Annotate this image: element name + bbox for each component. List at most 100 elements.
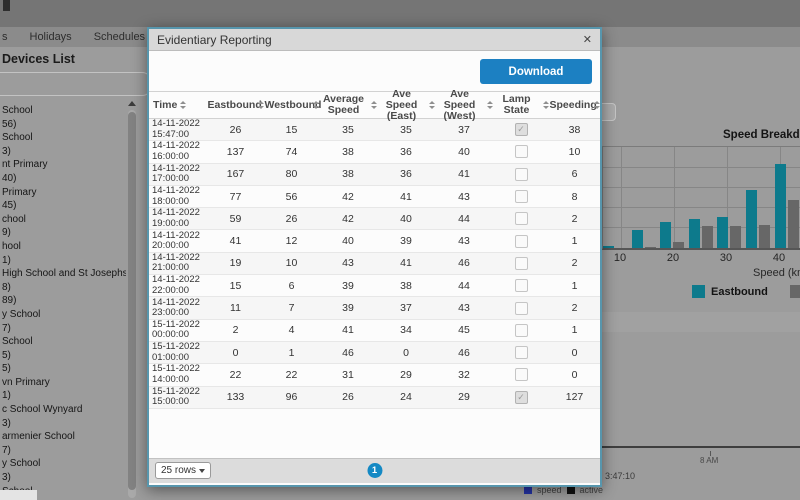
cell-avg_east: 36 <box>400 145 412 158</box>
device-list-item[interactable]: 5) <box>2 363 11 375</box>
table-row: 14-11-2022 17:00:00 167 80 38 36 41 6 <box>149 163 600 186</box>
device-list-item[interactable]: 40) <box>2 172 17 184</box>
device-list-item[interactable]: 1) <box>2 390 11 402</box>
device-list-item[interactable]: School <box>2 132 33 144</box>
device-list-item[interactable]: 7) <box>2 444 11 456</box>
lamp-state-checkbox[interactable] <box>514 212 528 226</box>
lamp-state-checkbox[interactable] <box>514 167 528 181</box>
cell-lamp-state <box>493 123 549 137</box>
cell-time: 14-11-2022 22:00:00 <box>152 274 200 296</box>
table-row: 14-11-2022 18:00:00 77 56 42 41 43 8 <box>149 186 600 209</box>
tab-devices[interactable]: s <box>2 31 8 43</box>
legend-eastbound-label: Eastbound <box>711 285 768 298</box>
table-row: 14-11-2022 21:00:00 19 10 43 41 46 2 <box>149 252 600 276</box>
device-list-item[interactable]: nt Primary <box>2 159 48 171</box>
westbound-bar <box>673 242 685 248</box>
lamp-state-checkbox[interactable] <box>514 256 528 270</box>
westbound-bar <box>787 200 799 248</box>
x-axis-tick-label: 30 <box>719 252 733 264</box>
column-header-lamp-state[interactable]: Lamp State <box>493 94 549 116</box>
device-list-item[interactable]: 89) <box>2 295 17 307</box>
column-header-average-speed[interactable]: Average Speed <box>319 94 377 116</box>
cell-avg: 41 <box>342 324 354 337</box>
cell-speeding: 6 <box>571 168 578 181</box>
cell-avg_east: 37 <box>400 302 412 315</box>
device-list-item[interactable]: 7) <box>2 322 11 334</box>
page-1-button[interactable]: 1 <box>367 463 382 478</box>
scrollbar-up-icon[interactable] <box>128 101 136 106</box>
cell-avg_east: 29 <box>400 368 412 381</box>
device-list-item[interactable]: 8) <box>2 281 11 293</box>
lamp-state-checkbox[interactable] <box>514 346 528 360</box>
device-list-item[interactable]: School <box>2 105 33 116</box>
sidebar-scrollbar-thumb[interactable] <box>128 112 136 490</box>
device-list-item[interactable]: 9) <box>2 227 11 239</box>
rows-per-page-select[interactable]: 25 rows <box>155 462 211 479</box>
device-list-item[interactable]: y School <box>2 308 41 320</box>
column-header-ave-speed-west[interactable]: Ave Speed (West) <box>435 88 493 122</box>
device-list-item[interactable]: Primary <box>2 186 37 198</box>
column-header-westbound[interactable]: Westbound <box>264 98 322 111</box>
cell-eastbound: 26 <box>229 123 242 136</box>
device-list-item[interactable]: hool <box>2 240 21 252</box>
device-search-input[interactable] <box>0 72 152 96</box>
x-axis-tick-label: 40 <box>772 252 786 264</box>
column-header-time[interactable]: Time <box>149 99 207 111</box>
gridline <box>603 167 800 168</box>
device-list-item[interactable]: 3) <box>2 145 11 157</box>
lamp-state-checkbox[interactable] <box>514 279 528 293</box>
close-icon[interactable]: ✕ <box>582 34 592 46</box>
device-list-item[interactable]: chool <box>2 213 26 225</box>
table-row: 14-11-2022 23:00:00 11 7 39 37 43 2 <box>149 297 600 320</box>
cell-westbound: 56 <box>285 190 298 203</box>
device-list-item[interactable]: armenier School <box>2 431 75 443</box>
sort-icon <box>180 101 187 109</box>
cell-speeding: 1 <box>571 279 578 292</box>
device-list-item[interactable]: 1) <box>2 254 11 266</box>
tab-schedules[interactable]: Schedules <box>93 31 146 43</box>
lamp-state-checkbox[interactable] <box>514 301 528 315</box>
sidebar-scrollbar[interactable] <box>128 110 136 498</box>
cell-time: 14-11-2022 20:00:00 <box>152 229 200 252</box>
cell-eastbound: 11 <box>230 302 241 315</box>
device-list-item[interactable]: 3) <box>2 417 11 429</box>
device-list-item[interactable]: y School <box>2 458 41 470</box>
table-row: 14-11-2022 19:00:00 59 26 42 40 44 2 <box>149 208 600 231</box>
column-header-ave-speed-east[interactable]: Ave Speed (East) <box>377 88 435 122</box>
lamp-state-checkbox[interactable] <box>514 323 528 337</box>
device-list-item[interactable]: School <box>2 336 33 348</box>
device-list-item[interactable]: High School and St Josephs School (Ros <box>2 268 126 280</box>
device-list-item[interactable]: 45) <box>2 200 17 212</box>
cell-avg: 46 <box>342 346 354 359</box>
column-header-eastbound[interactable]: Eastbound <box>207 98 264 111</box>
column-header-speeding[interactable]: Speeding <box>549 99 600 111</box>
eastbound-bar <box>774 164 786 248</box>
lamp-state-checkbox[interactable] <box>514 145 528 159</box>
app-logo-fragment <box>3 0 10 11</box>
cell-avg: 39 <box>342 302 354 315</box>
device-list-item[interactable]: c School Wynyard <box>2 404 83 416</box>
tab-holidays[interactable]: Holidays <box>29 31 72 43</box>
timeline-axis <box>520 446 800 448</box>
cell-westbound: 15 <box>285 123 298 136</box>
lamp-state-checkbox[interactable] <box>514 123 528 137</box>
device-list-item[interactable]: 56) <box>2 118 17 130</box>
device-list-item[interactable]: 3) <box>2 472 11 484</box>
table-row: 15-11-2022 14:00:00 22 22 31 29 32 0 <box>149 364 600 387</box>
cell-eastbound: 137 <box>226 145 245 158</box>
lamp-state-checkbox[interactable] <box>514 368 528 382</box>
chart-title: Speed Breakdown <box>723 129 800 141</box>
lamp-state-checkbox[interactable] <box>514 234 528 248</box>
device-list-item[interactable]: 5) <box>2 349 11 361</box>
eastbound-bar <box>660 222 672 248</box>
lamp-state-checkbox[interactable] <box>514 190 528 204</box>
speed-legend-label: speed <box>537 485 562 495</box>
device-list-item[interactable]: vn Primary <box>2 376 50 388</box>
cell-avg_west: 29 <box>458 391 470 404</box>
lamp-state-checkbox[interactable] <box>514 390 528 404</box>
speed-swatch <box>524 486 532 494</box>
x-axis-tick-label: 20 <box>666 252 680 264</box>
cell-lamp-state <box>493 234 549 248</box>
cell-avg_east: 38 <box>400 279 412 292</box>
download-button[interactable]: Download <box>480 59 592 84</box>
